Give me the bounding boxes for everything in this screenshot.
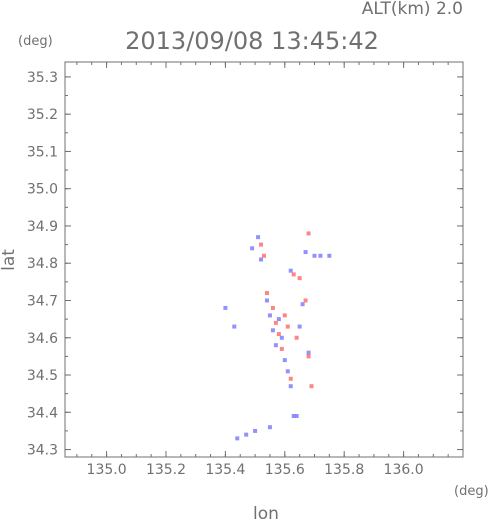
data-point: [223, 305, 228, 310]
y-tick-label: 35.0: [27, 182, 58, 198]
altitude-label: ALT(km) 2.0: [362, 0, 463, 19]
data-point: [294, 414, 299, 419]
data-point: [288, 268, 293, 273]
data-point: [235, 436, 240, 441]
data-point: [312, 253, 317, 258]
x-axis-label: lon: [253, 504, 279, 521]
data-point: [306, 350, 311, 355]
data-point: [276, 332, 281, 337]
plot-frame: [64, 61, 464, 458]
data-point: [294, 335, 299, 340]
data-point: [291, 272, 296, 277]
data-point: [270, 305, 275, 310]
y-tick-label: 34.6: [27, 331, 58, 347]
y-tick-label: 35.1: [27, 144, 58, 160]
data-point: [232, 324, 237, 329]
y-tick-label: 35.2: [27, 107, 58, 123]
y-tick-label: 34.5: [27, 368, 58, 384]
y-tick-label: 35.3: [27, 70, 58, 86]
y-tick-label: 34.7: [27, 293, 58, 309]
data-point: [303, 298, 308, 303]
data-point: [282, 313, 287, 318]
y-tick-label: 34.8: [27, 256, 58, 272]
timestamp-title: 2013/09/08 13:45:42: [125, 27, 379, 55]
data-point: [309, 384, 314, 389]
data-point: [285, 324, 290, 329]
data-point: [288, 376, 293, 381]
data-point: [273, 343, 278, 348]
data-point: [264, 298, 269, 303]
data-point: [279, 346, 284, 351]
data-point: [276, 317, 281, 322]
data-point: [288, 384, 293, 389]
x-tick-label: 135.4: [205, 462, 245, 478]
x-tick-label: 135.0: [87, 462, 127, 478]
data-point: [259, 257, 264, 262]
data-point: [318, 253, 323, 258]
data-point: [262, 253, 266, 258]
data-point: [250, 246, 255, 251]
x-tick-label: 135.8: [324, 462, 364, 478]
data-point: [244, 432, 249, 437]
data-point: [300, 302, 305, 307]
data-point: [279, 335, 284, 340]
y-axis: 34.3 34.4 34.5 34.6 34.7 34.8 34.9 35.0 35.1 35.2…: [27, 70, 463, 459]
data-point: [267, 425, 272, 430]
x-unit-label: (deg): [454, 484, 489, 499]
data-point: [306, 354, 311, 359]
y-tick-label: 34.4: [27, 405, 58, 421]
data-point: [256, 235, 261, 240]
x-tick-label: 135.6: [265, 462, 305, 478]
data-point: [253, 428, 258, 433]
data-point: [264, 291, 269, 296]
data-point: [282, 358, 287, 363]
y-unit-label: (deg): [18, 34, 53, 49]
data-point: [297, 276, 302, 281]
y-tick-label: 34.9: [27, 219, 58, 235]
data-point: [306, 231, 311, 236]
data-points: [223, 231, 332, 441]
data-point: [303, 250, 308, 255]
data-point: [270, 328, 275, 333]
y-tick-label: 34.3: [27, 443, 58, 459]
data-point: [259, 242, 264, 247]
data-point: [273, 320, 278, 325]
x-tick-label: 136.0: [384, 462, 424, 478]
x-tick-label: 135.2: [146, 462, 186, 478]
data-point: [327, 253, 332, 258]
data-point: [291, 414, 296, 419]
data-point: [297, 324, 302, 329]
data-point: [285, 369, 290, 374]
x-axis: 135.0 135.2 135.4 135.6 135.8 136.0: [76, 62, 449, 478]
y-axis-label: lat: [0, 249, 19, 271]
data-point: [267, 313, 272, 318]
